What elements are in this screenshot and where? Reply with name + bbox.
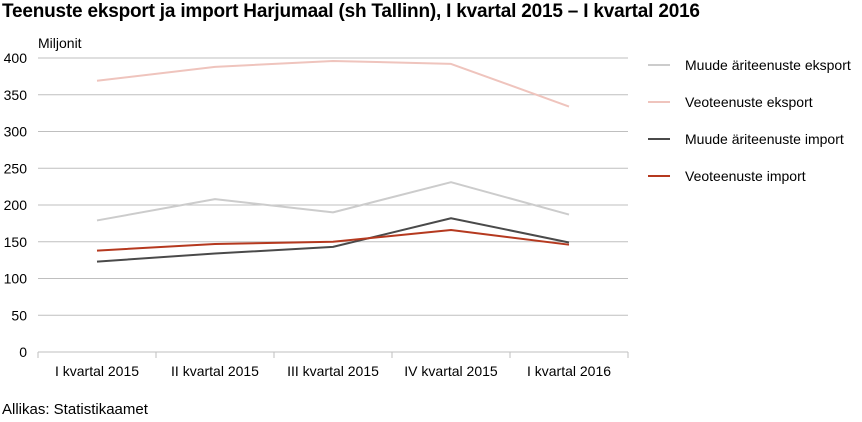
x-tick-label: IV kvartal 2015 xyxy=(404,363,498,379)
y-tick-label: 250 xyxy=(4,160,28,176)
y-tick-label: 100 xyxy=(4,271,28,287)
legend-label: Veoteenuste import xyxy=(685,168,806,184)
series-line-3 xyxy=(96,217,570,263)
y-axis-ticks: 0 50 100 150 200 250 300 350 400 xyxy=(4,50,28,360)
series-line-1 xyxy=(96,181,570,222)
chart-title: Teenuste eksport ja import Harjumaal (sh… xyxy=(2,1,700,22)
series-lines xyxy=(96,59,570,263)
legend: Muude äriteenuste eksport Veoteenuste eks… xyxy=(648,57,851,184)
y-tick-label: 50 xyxy=(11,307,27,323)
x-tick-label: I kvartal 2015 xyxy=(55,363,139,379)
legend-label: Veoteenuste eksport xyxy=(685,94,813,110)
y-tick-label: 150 xyxy=(4,234,28,250)
series-line-4 xyxy=(96,228,570,252)
y-tick-label: 200 xyxy=(4,197,28,213)
legend-label: Muude äriteenuste eksport xyxy=(685,57,851,73)
y-axis-unit-label: Miljonit xyxy=(38,35,82,51)
y-tick-label: 350 xyxy=(4,87,28,103)
x-axis: I kvartal 2015 II kvartal 2015 III kvartal… xyxy=(37,351,629,379)
series-line-2 xyxy=(96,59,570,108)
x-tick-label: II kvartal 2015 xyxy=(171,363,259,379)
y-tick-label: 400 xyxy=(4,50,28,66)
source-note: Allikas: Statistikaamet xyxy=(2,401,148,418)
x-tick-label: I kvartal 2016 xyxy=(527,363,611,379)
y-tick-label: 0 xyxy=(19,344,27,360)
legend-label: Muude äriteenuste import xyxy=(685,131,844,147)
y-tick-label: 300 xyxy=(4,124,28,140)
x-tick-label: III kvartal 2015 xyxy=(287,363,379,379)
